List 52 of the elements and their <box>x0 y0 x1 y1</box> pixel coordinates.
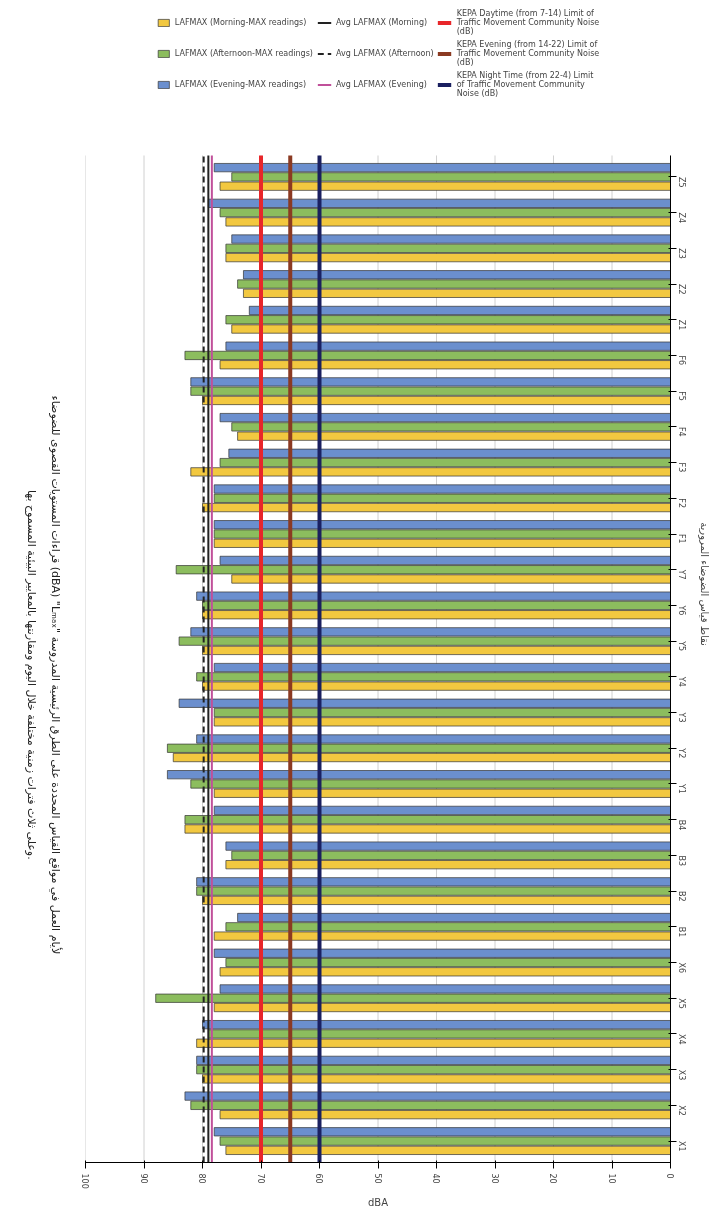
legend-label: LAFMAX (Evening-MAX readings) <box>174 80 307 89</box>
legend-label: Avg LAFMAX (Morning) <box>335 18 428 27</box>
legend-label: Avg LAFMAX (Afternoon) <box>335 49 434 58</box>
x-tick-label: 70 <box>255 1173 265 1184</box>
y-tick-label: F1 <box>677 534 686 544</box>
y-tick-label: Y3 <box>677 711 686 723</box>
y-tick-label: Z3 <box>677 248 686 259</box>
y-tick-label: F2 <box>677 498 686 508</box>
x-axis-title: dBA <box>367 1196 389 1208</box>
x-tick-label: 40 <box>431 1173 440 1184</box>
y-tick-label: X5 <box>677 998 686 1009</box>
y-tick-label: Y1 <box>677 782 686 794</box>
y-tick-label: Y6 <box>677 604 686 616</box>
x-tick-label: 20 <box>548 1173 557 1184</box>
y-tick-label: Y7 <box>677 568 686 580</box>
legend-label: Avg LAFMAX (Evening) <box>335 80 427 89</box>
y-tick-label: X3 <box>677 1069 686 1081</box>
y-tick-label: F3 <box>677 462 686 473</box>
y-tick-label: Z5 <box>677 176 686 188</box>
legend-label: KEPA Evening (from 14-22) Limit of Traffic Movement Community Noise (dB) <box>456 40 600 67</box>
text: قراءات المستويات القصوى للضوضاء (dBA) "Lₘₐₓ" لأيام العمل في مواقع القياس المحددة على الطرق الرئيسية المدروسة <box>49 395 64 955</box>
y-tick-label: F6 <box>677 355 686 366</box>
x-tick-label: 30 <box>489 1173 499 1184</box>
x-tick-label: 50 <box>372 1173 382 1184</box>
y-tick-label: Z2 <box>677 284 686 295</box>
y-tick-label: X6 <box>677 962 686 974</box>
x-tick-label: 80 <box>197 1173 206 1184</box>
legend-label: LAFMAX (Afternoon-MAX readings) <box>174 49 313 58</box>
y-tick-label: F4 <box>677 426 686 437</box>
x-tick-label: 0 <box>665 1173 674 1179</box>
y-tick-label: B2 <box>677 891 686 902</box>
y-tick-label: Z4 <box>677 212 686 224</box>
y-tick-label: X4 <box>677 1033 686 1045</box>
y-tick-label: B4 <box>677 819 686 831</box>
x-tick-label: 90 <box>138 1173 148 1184</box>
legend-label: KEPA Night Time (from 22-4) Limit of Traffic Movement Community Noise (dB) <box>456 71 594 98</box>
y-tick-label: Y4 <box>677 675 686 687</box>
legend-label: KEPA Daytime (from 7-14) Limit of Traffic Movement Community Noise (dB) <box>456 9 600 36</box>
y-tick-label: X2 <box>677 1105 686 1116</box>
y-tick-label: F5 <box>677 391 686 401</box>
y-tick-label: B3 <box>677 855 686 866</box>
legend-label: LAFMAX (Morning-MAX readings) <box>174 18 307 27</box>
x-tick-label: 60 <box>314 1173 323 1184</box>
y-tick-label: Y5 <box>677 640 686 652</box>
x-tick-label: 10 <box>606 1173 616 1184</box>
y-tick-label: X1 <box>677 1141 686 1152</box>
y-axis-title: نقاط قياس الضوضاء المرورية <box>697 522 710 646</box>
y-tick-label: Y2 <box>677 747 686 759</box>
y-tick-label: Z1 <box>677 319 686 331</box>
y-tick-label: B1 <box>677 926 686 938</box>
x-tick-label: 100 <box>80 1173 89 1189</box>
text: وعلى ثلاث فترات زمنية مختلفة خلال اليوم ومقارنتها بالمعايير البيئية المسموح بها. <box>25 490 38 860</box>
